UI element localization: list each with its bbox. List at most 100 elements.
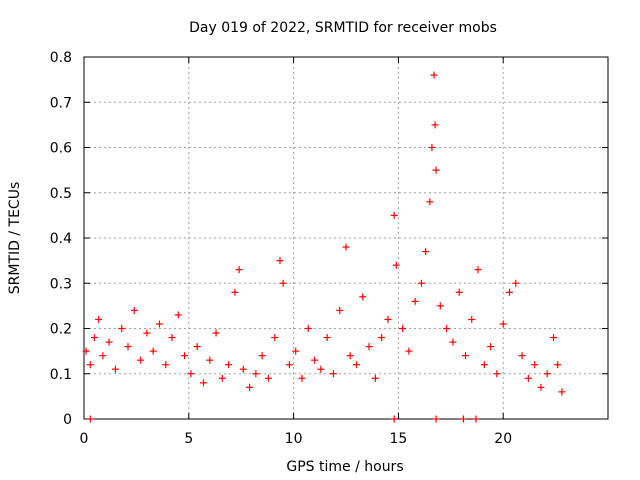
data-point — [352, 361, 360, 369]
data-point — [271, 334, 279, 342]
y-tick-label: 0.2 — [50, 322, 72, 338]
data-point — [252, 370, 260, 378]
x-tick-label: 15 — [389, 431, 407, 447]
y-tick-label: 0.3 — [50, 276, 72, 292]
data-point — [365, 343, 373, 351]
data-point — [168, 334, 176, 342]
data-point — [143, 329, 151, 337]
data-point — [279, 279, 287, 287]
y-tick-label: 0.7 — [50, 95, 72, 111]
data-point — [480, 361, 488, 369]
data-point — [378, 334, 386, 342]
x-tick-label: 20 — [494, 431, 512, 447]
x-tick-labels: 0 5 10 15 20 — [80, 431, 513, 447]
data-point — [430, 71, 438, 79]
x-tick-label: 10 — [285, 431, 303, 447]
x-tick-label: 5 — [184, 431, 193, 447]
data-point — [212, 329, 220, 337]
data-point — [285, 361, 293, 369]
y-tick-labels: 0 0.1 0.2 0.3 0.4 0.5 0.6 0.7 0.8 — [50, 50, 72, 428]
data-point — [455, 288, 463, 296]
x-tick-label: 0 — [80, 431, 89, 447]
data-point — [235, 266, 243, 274]
data-point — [323, 334, 331, 342]
data-point — [524, 374, 532, 382]
data-point — [431, 121, 439, 129]
data-point — [105, 338, 113, 346]
data-point — [231, 288, 239, 296]
data-point — [118, 325, 126, 332]
data-point — [346, 352, 354, 360]
y-tick-label: 0 — [63, 412, 72, 428]
data-point — [99, 352, 107, 360]
y-tick-label: 0.8 — [50, 50, 72, 66]
data-point — [292, 347, 300, 355]
data-point — [474, 266, 482, 274]
data-point — [543, 370, 551, 378]
data-point — [472, 415, 480, 423]
data-point — [422, 248, 430, 256]
data-point — [411, 297, 419, 305]
data-point — [493, 370, 501, 378]
data-point — [90, 334, 98, 342]
data-point — [311, 356, 319, 364]
data-point — [199, 379, 207, 387]
data-point — [468, 315, 476, 323]
data-point — [304, 325, 312, 332]
data-point — [276, 257, 284, 265]
data-point — [218, 374, 226, 382]
data-point — [518, 352, 526, 360]
data-point — [111, 365, 119, 373]
axis-ticks — [83, 56, 608, 420]
data-point — [124, 343, 132, 351]
grid — [84, 57, 608, 419]
data-point — [155, 320, 163, 328]
data-point — [531, 361, 539, 369]
data-point — [417, 279, 425, 287]
data-point — [86, 415, 94, 423]
chart-title: Day 019 of 2022, SRMTID for receiver mob… — [189, 20, 497, 36]
data-point — [487, 343, 495, 351]
data-point — [181, 352, 189, 360]
data-point — [554, 361, 562, 369]
data-point — [537, 383, 545, 391]
data-point — [550, 334, 558, 342]
data-point — [82, 347, 90, 355]
data-point — [390, 211, 398, 219]
data-point — [426, 198, 434, 206]
data-point — [405, 347, 413, 355]
data-point — [149, 347, 157, 355]
data-point — [443, 325, 451, 332]
data-point — [371, 374, 379, 382]
data-point — [342, 243, 350, 251]
data-points — [82, 71, 566, 423]
data-point — [298, 374, 306, 382]
data-point — [499, 320, 507, 328]
data-point — [246, 383, 254, 391]
data-point — [505, 288, 513, 296]
data-point — [432, 415, 440, 423]
data-point — [392, 261, 400, 269]
data-point — [512, 279, 520, 287]
data-point — [336, 306, 344, 314]
data-point — [428, 144, 436, 151]
data-point — [264, 374, 272, 382]
data-point — [329, 370, 337, 378]
data-point — [317, 365, 325, 373]
data-point — [206, 356, 214, 364]
data-point — [137, 356, 145, 364]
y-tick-label: 0.1 — [50, 367, 72, 383]
data-point — [239, 365, 247, 373]
data-point — [174, 311, 182, 319]
data-point — [459, 415, 467, 423]
data-point — [86, 361, 94, 369]
data-point — [384, 315, 392, 323]
data-point — [436, 302, 444, 310]
y-tick-label: 0.6 — [50, 141, 72, 157]
data-point — [193, 343, 201, 351]
data-point — [187, 370, 195, 378]
data-point — [558, 388, 566, 396]
data-point — [258, 352, 266, 360]
data-point — [95, 315, 103, 323]
